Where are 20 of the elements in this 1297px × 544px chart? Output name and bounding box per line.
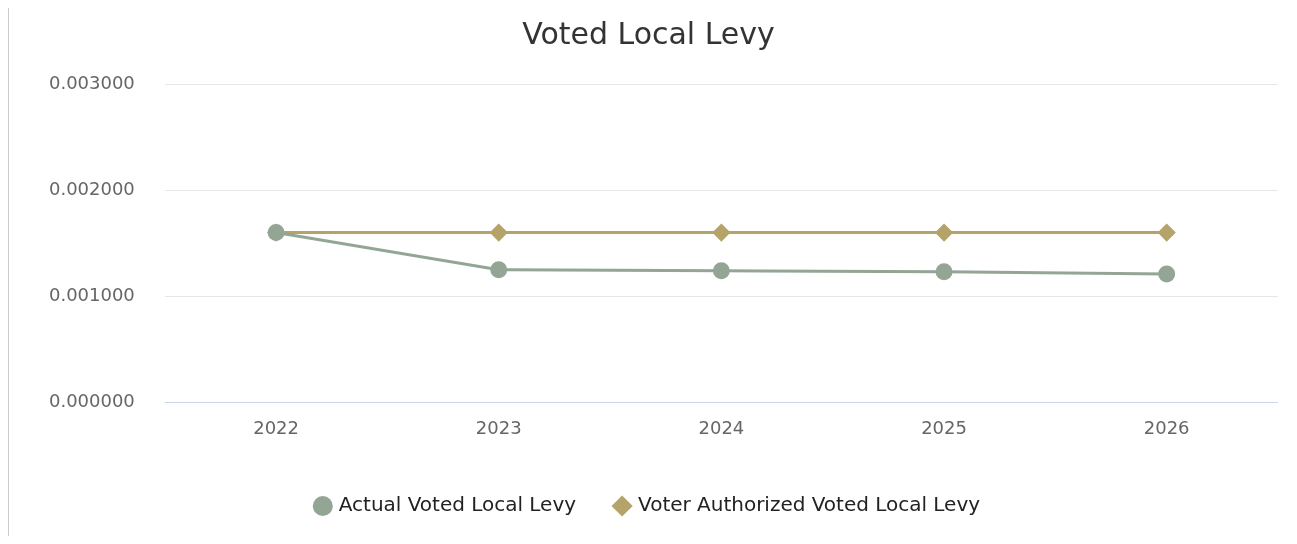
legend-label: Voter Authorized Voted Local Levy [638, 492, 981, 517]
chart-title: Voted Local Levy [522, 15, 775, 51]
point [490, 224, 508, 242]
x-tick-label: 2026 [1143, 416, 1190, 438]
y-tick-label: 0.002000 [49, 177, 135, 199]
point [712, 224, 730, 242]
y-tick-label: 0.001000 [49, 283, 135, 305]
x-tick-label: 2022 [253, 416, 299, 438]
x-tick-label: 2024 [698, 416, 745, 438]
point [712, 262, 730, 280]
point [490, 261, 508, 279]
point [1158, 265, 1176, 283]
point [1158, 224, 1176, 242]
x-tick-label: 2023 [475, 416, 522, 438]
legend-label: Actual Voted Local Levy [338, 492, 577, 517]
y-tick-label: 0.000000 [49, 390, 135, 412]
x-tick-label: 2025 [921, 416, 967, 438]
point [935, 263, 953, 281]
point [935, 224, 953, 242]
y-tick-label: 0.003000 [49, 71, 135, 93]
